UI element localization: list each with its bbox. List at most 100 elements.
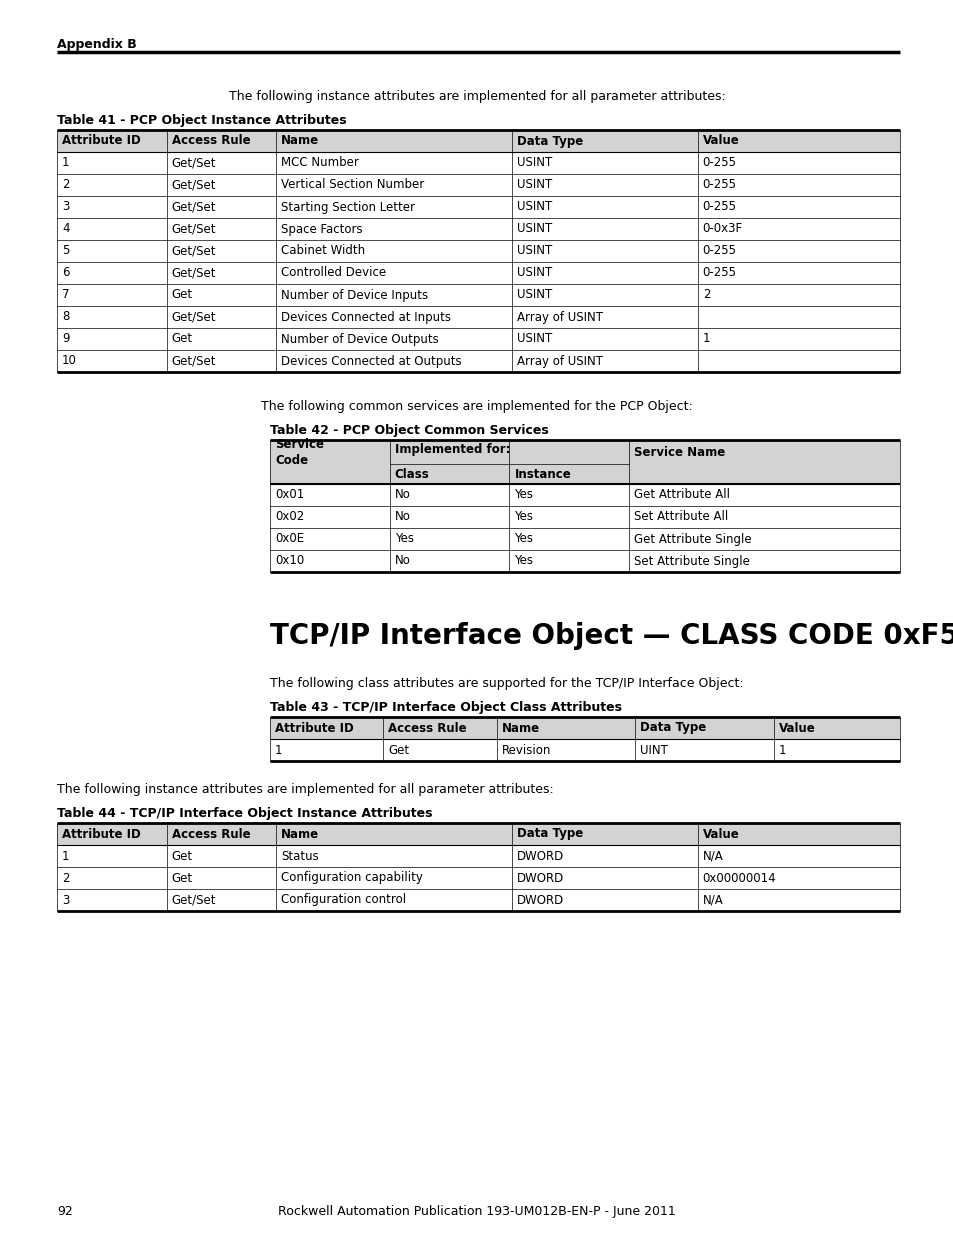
Text: Access Rule: Access Rule [172, 827, 250, 841]
Text: Starting Section Letter: Starting Section Letter [281, 200, 415, 214]
Text: 0x01: 0x01 [274, 489, 304, 501]
Text: Array of USINT: Array of USINT [517, 310, 602, 324]
Bar [57, 823, 899, 845]
Text: Get/Set: Get/Set [172, 267, 216, 279]
Text: No: No [395, 555, 410, 568]
Text: 0x10: 0x10 [274, 555, 304, 568]
Text: Yes: Yes [514, 510, 533, 524]
Text: Get/Set: Get/Set [172, 310, 216, 324]
Text: Yes: Yes [514, 555, 533, 568]
Text: Space Factors: Space Factors [281, 222, 362, 236]
Text: USINT: USINT [517, 267, 552, 279]
Text: Value: Value [779, 721, 815, 735]
Text: 1: 1 [62, 850, 70, 862]
Bar [270, 464, 899, 484]
Text: 92: 92 [57, 1205, 72, 1218]
Text: Value: Value [702, 827, 739, 841]
Text: Name: Name [281, 827, 319, 841]
Text: Implemented for:: Implemented for: [395, 442, 510, 456]
Text: Table 41 - PCP Object Instance Attributes: Table 41 - PCP Object Instance Attribute… [57, 114, 346, 127]
Text: Get Attribute Single: Get Attribute Single [634, 532, 751, 546]
Text: 0x02: 0x02 [274, 510, 304, 524]
Text: 2: 2 [62, 872, 70, 884]
Text: Table 42 - PCP Object Common Services: Table 42 - PCP Object Common Services [270, 424, 548, 437]
Text: Value: Value [702, 135, 739, 147]
Text: Array of USINT: Array of USINT [517, 354, 602, 368]
Text: Get/Set: Get/Set [172, 354, 216, 368]
Text: Get/Set: Get/Set [172, 222, 216, 236]
Text: Get: Get [172, 332, 193, 346]
Text: Get/Set: Get/Set [172, 893, 216, 906]
Text: Cabinet Width: Cabinet Width [281, 245, 365, 258]
Text: 1: 1 [702, 332, 709, 346]
Text: Configuration capability: Configuration capability [281, 872, 422, 884]
Text: Table 43 - TCP/IP Interface Object Class Attributes: Table 43 - TCP/IP Interface Object Class… [270, 701, 621, 714]
Text: Rockwell Automation Publication 193-UM012B-EN-P - June 2011: Rockwell Automation Publication 193-UM01… [278, 1205, 675, 1218]
Text: Devices Connected at Outputs: Devices Connected at Outputs [281, 354, 461, 368]
Text: Status: Status [281, 850, 318, 862]
Text: Get: Get [388, 743, 409, 757]
Text: USINT: USINT [517, 245, 552, 258]
Text: No: No [395, 489, 410, 501]
Text: 2: 2 [62, 179, 70, 191]
Text: 2: 2 [702, 289, 709, 301]
Text: 1: 1 [779, 743, 785, 757]
Text: 0x00000014: 0x00000014 [702, 872, 776, 884]
Text: Revision: Revision [501, 743, 551, 757]
Bar [270, 718, 899, 739]
Text: USINT: USINT [517, 222, 552, 236]
Text: DWORD: DWORD [517, 850, 564, 862]
Text: Number of Device Inputs: Number of Device Inputs [281, 289, 428, 301]
Text: 0-255: 0-255 [702, 267, 736, 279]
Text: DWORD: DWORD [517, 893, 564, 906]
Text: Get: Get [172, 850, 193, 862]
Text: The following class attributes are supported for the TCP/IP Interface Object:: The following class attributes are suppo… [270, 677, 742, 690]
Text: N/A: N/A [702, 850, 722, 862]
Text: USINT: USINT [517, 200, 552, 214]
Text: Attribute ID: Attribute ID [62, 135, 141, 147]
Text: TCP/IP Interface Object — CLASS CODE 0xF5: TCP/IP Interface Object — CLASS CODE 0xF… [270, 622, 953, 650]
Text: 0-255: 0-255 [702, 157, 736, 169]
Text: Name: Name [501, 721, 539, 735]
Text: Number of Device Outputs: Number of Device Outputs [281, 332, 438, 346]
Text: USINT: USINT [517, 179, 552, 191]
Bar [270, 440, 899, 464]
Text: 7: 7 [62, 289, 70, 301]
Text: Appendix B: Appendix B [57, 38, 136, 51]
Text: The following common services are implemented for the PCP Object:: The following common services are implem… [261, 400, 692, 412]
Text: Service Name: Service Name [634, 446, 724, 458]
Text: Yes: Yes [395, 532, 414, 546]
Text: 4: 4 [62, 222, 70, 236]
Text: Get Attribute All: Get Attribute All [634, 489, 729, 501]
Text: Data Type: Data Type [517, 827, 583, 841]
Text: Table 44 - TCP/IP Interface Object Instance Attributes: Table 44 - TCP/IP Interface Object Insta… [57, 806, 432, 820]
Text: 0-255: 0-255 [702, 200, 736, 214]
Text: The following instance attributes are implemented for all parameter attributes:: The following instance attributes are im… [57, 783, 553, 797]
Text: N/A: N/A [702, 893, 722, 906]
Text: 1: 1 [62, 157, 70, 169]
Text: Class: Class [395, 468, 429, 480]
Text: Yes: Yes [514, 532, 533, 546]
Text: Get/Set: Get/Set [172, 245, 216, 258]
Text: Service
Code: Service Code [274, 437, 324, 467]
Text: 1: 1 [274, 743, 282, 757]
Text: Get/Set: Get/Set [172, 179, 216, 191]
Text: 9: 9 [62, 332, 70, 346]
Text: Attribute ID: Attribute ID [62, 827, 141, 841]
Text: 0-255: 0-255 [702, 245, 736, 258]
Text: DWORD: DWORD [517, 872, 564, 884]
Text: 0-255: 0-255 [702, 179, 736, 191]
Text: No: No [395, 510, 410, 524]
Text: Configuration control: Configuration control [281, 893, 406, 906]
Text: Access Rule: Access Rule [172, 135, 250, 147]
Text: 0x0E: 0x0E [274, 532, 304, 546]
Bar [57, 130, 899, 152]
Text: USINT: USINT [517, 289, 552, 301]
Text: Set Attribute All: Set Attribute All [634, 510, 727, 524]
Text: USINT: USINT [517, 157, 552, 169]
Text: Yes: Yes [514, 489, 533, 501]
Text: 5: 5 [62, 245, 70, 258]
Text: Get: Get [172, 872, 193, 884]
Text: 8: 8 [62, 310, 70, 324]
Text: 3: 3 [62, 200, 70, 214]
